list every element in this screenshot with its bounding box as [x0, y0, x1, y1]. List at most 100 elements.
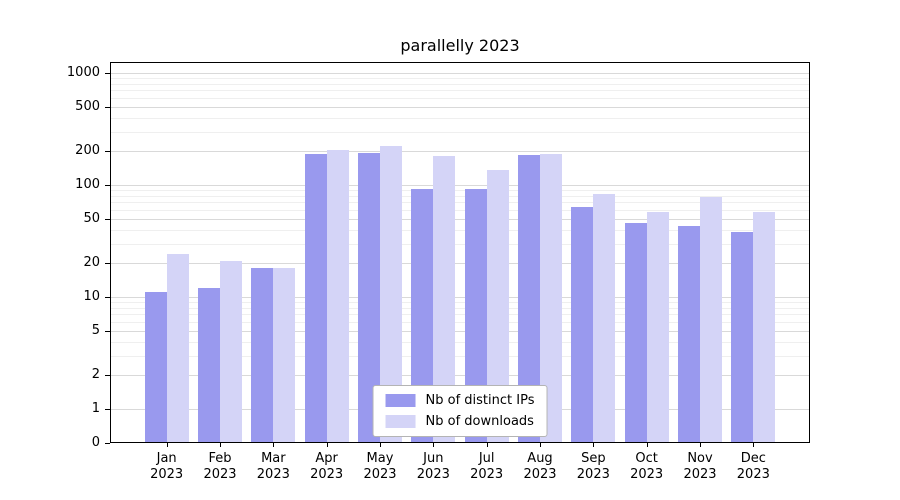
x-tick-year: 2023 — [470, 467, 504, 482]
bar-downloads — [166, 254, 189, 443]
y-tick-mark — [105, 263, 110, 265]
bar-downloads — [433, 156, 456, 443]
x-tick-mark — [326, 443, 328, 447]
y-tick-mark — [105, 375, 110, 377]
bar-distinct-ips — [518, 155, 540, 443]
x-tick-mark — [220, 443, 221, 447]
y-tick-label: 1000 — [66, 65, 100, 80]
grid-line-major — [110, 73, 810, 74]
x-tick-month: Jan — [156, 451, 177, 466]
x-tick-year: 2023 — [310, 467, 344, 482]
bar-downloads — [220, 260, 242, 443]
bar-downloads — [273, 268, 296, 443]
y-tick-mark — [105, 185, 110, 186]
x-tick-mark — [540, 443, 541, 447]
y-tick-label: 10 — [83, 289, 100, 304]
grid-line-major — [110, 375, 810, 377]
x-tick-month: Dec — [740, 451, 766, 466]
x-tick-label: Mar 2023 — [233, 451, 313, 483]
chart-title: parallelly 2023 — [400, 36, 520, 55]
y-tick-mark — [105, 151, 110, 153]
x-tick-label: Oct 2023 — [607, 451, 687, 483]
grid-line-major — [110, 330, 810, 332]
x-tick-mark — [700, 443, 701, 447]
grid-line-minor — [110, 243, 810, 245]
grid-line-minor — [110, 209, 810, 211]
grid-line-major — [110, 106, 810, 108]
x-tick-year: 2023 — [363, 467, 397, 482]
legend-row: Nb of downloads — [385, 414, 535, 429]
grid-line-minor — [110, 78, 810, 80]
x-tick-month: Feb — [208, 451, 232, 466]
legend-swatch — [385, 394, 416, 407]
x-tick-label: Feb 2023 — [180, 451, 260, 483]
x-tick-month: Nov — [687, 451, 713, 466]
legend-swatch — [385, 415, 416, 428]
x-tick-month: Oct — [635, 451, 658, 466]
x-tick-year: 2023 — [256, 467, 290, 482]
x-tick-label: Jul 2023 — [447, 451, 527, 483]
x-tick-label: Aug 2023 — [500, 451, 580, 483]
x-tick-month: Jun — [423, 451, 444, 466]
grid-line-major — [110, 185, 810, 186]
x-tick-month: Mar — [261, 451, 286, 466]
y-tick-mark — [105, 297, 110, 298]
bar-distinct-ips — [624, 222, 647, 443]
x-tick-label: Apr 2023 — [287, 451, 367, 483]
bar-distinct-ips — [358, 152, 380, 443]
grid-line-minor — [110, 190, 810, 192]
bar-distinct-ips — [411, 189, 434, 443]
y-tick-mark — [105, 218, 110, 220]
grid-line-minor — [110, 90, 810, 92]
grid-line-minor — [110, 97, 810, 99]
grid-line-minor — [110, 131, 810, 133]
x-tick-year: 2023 — [630, 467, 664, 482]
bar-distinct-ips — [464, 188, 487, 443]
x-tick-mark — [166, 443, 168, 447]
bar-downloads — [646, 212, 669, 443]
bar-downloads — [326, 150, 349, 443]
bar-distinct-ips — [304, 153, 327, 443]
x-tick-month: Aug — [527, 451, 553, 466]
y-tick-label: 200 — [75, 143, 100, 159]
x-tick-label: May 2023 — [340, 451, 420, 483]
x-tick-month: May — [366, 451, 394, 466]
x-tick-mark — [433, 443, 435, 447]
plot-area: Nb of distinct IPs Nb of downloads — [110, 62, 810, 443]
legend-label: Nb of distinct IPs — [425, 393, 535, 408]
grid-line-minor — [110, 302, 810, 304]
bar-distinct-ips — [571, 207, 594, 443]
grid-line-minor — [110, 341, 810, 343]
grid-line-minor — [110, 195, 810, 197]
x-tick-year: 2023 — [203, 467, 237, 482]
bar-downloads — [486, 170, 509, 443]
y-tick-label: 500 — [75, 98, 100, 114]
bar-distinct-ips — [731, 232, 754, 443]
grid-line-minor — [110, 307, 810, 309]
y-tick-label: 2 — [91, 367, 100, 383]
x-tick-year: 2023 — [416, 467, 450, 482]
x-tick-label: Dec 2023 — [713, 451, 793, 483]
y-tick-label: 0 — [91, 435, 100, 450]
x-tick-mark — [380, 443, 381, 447]
y-tick-mark — [105, 443, 110, 444]
y-tick-label: 20 — [83, 255, 100, 271]
grid-line-minor — [110, 321, 810, 323]
x-tick-mark — [753, 443, 755, 447]
bar-distinct-ips — [251, 268, 274, 443]
grid-line-major — [110, 263, 810, 265]
y-tick-mark — [105, 106, 110, 108]
legend: Nb of distinct IPs Nb of downloads — [372, 385, 548, 437]
legend-label: Nb of downloads — [425, 414, 534, 429]
grid-line-major — [110, 218, 810, 220]
x-tick-label: Jun 2023 — [393, 451, 473, 483]
y-tick-label: 5 — [91, 322, 100, 338]
y-tick-label: 50 — [83, 210, 100, 226]
bar-downloads — [753, 211, 776, 443]
bar-distinct-ips — [198, 288, 220, 443]
y-tick-mark — [105, 330, 110, 332]
x-tick-mark — [646, 443, 648, 447]
bar-downloads — [593, 194, 616, 443]
x-tick-mark — [273, 443, 275, 447]
